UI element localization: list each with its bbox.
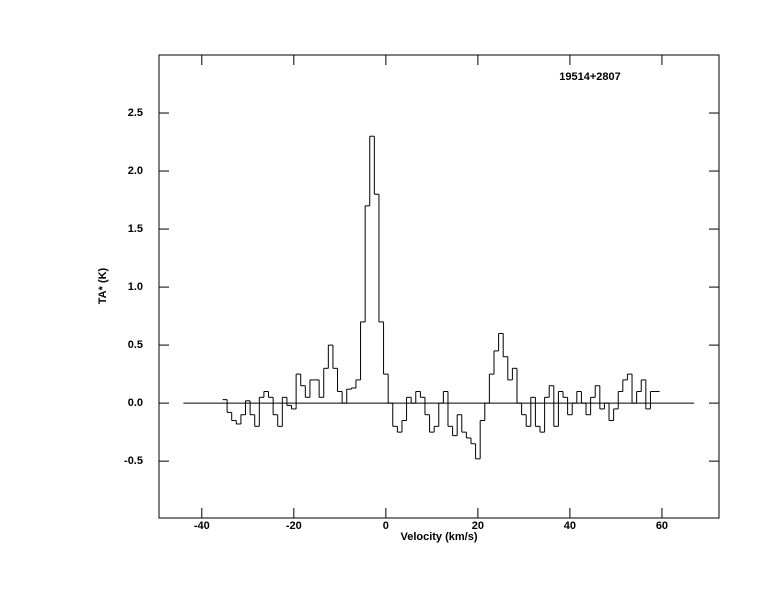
x-tick-label: -40: [194, 520, 210, 532]
y-axis-label: TA* (K): [97, 267, 109, 304]
y-tick-label: 1.5: [128, 223, 143, 235]
x-tick-label: 0: [383, 520, 389, 532]
x-tick-label: -20: [286, 520, 302, 532]
y-tick-label: -0.5: [124, 455, 143, 467]
x-tick-label: 20: [472, 520, 484, 532]
y-tick-label: 1.0: [128, 281, 143, 293]
x-tick-label: 60: [656, 520, 668, 532]
y-tick-label: 2.5: [128, 107, 143, 119]
x-tick-label: 40: [564, 520, 576, 532]
x-axis-label: Velocity (km/s): [400, 531, 477, 543]
annotation: 19514+2807: [559, 71, 620, 83]
plot-frame: [158, 54, 720, 519]
y-tick-label: 0.5: [128, 339, 143, 351]
y-tick-label: 0.0: [128, 397, 143, 409]
y-tick-label: 2.0: [128, 165, 143, 177]
